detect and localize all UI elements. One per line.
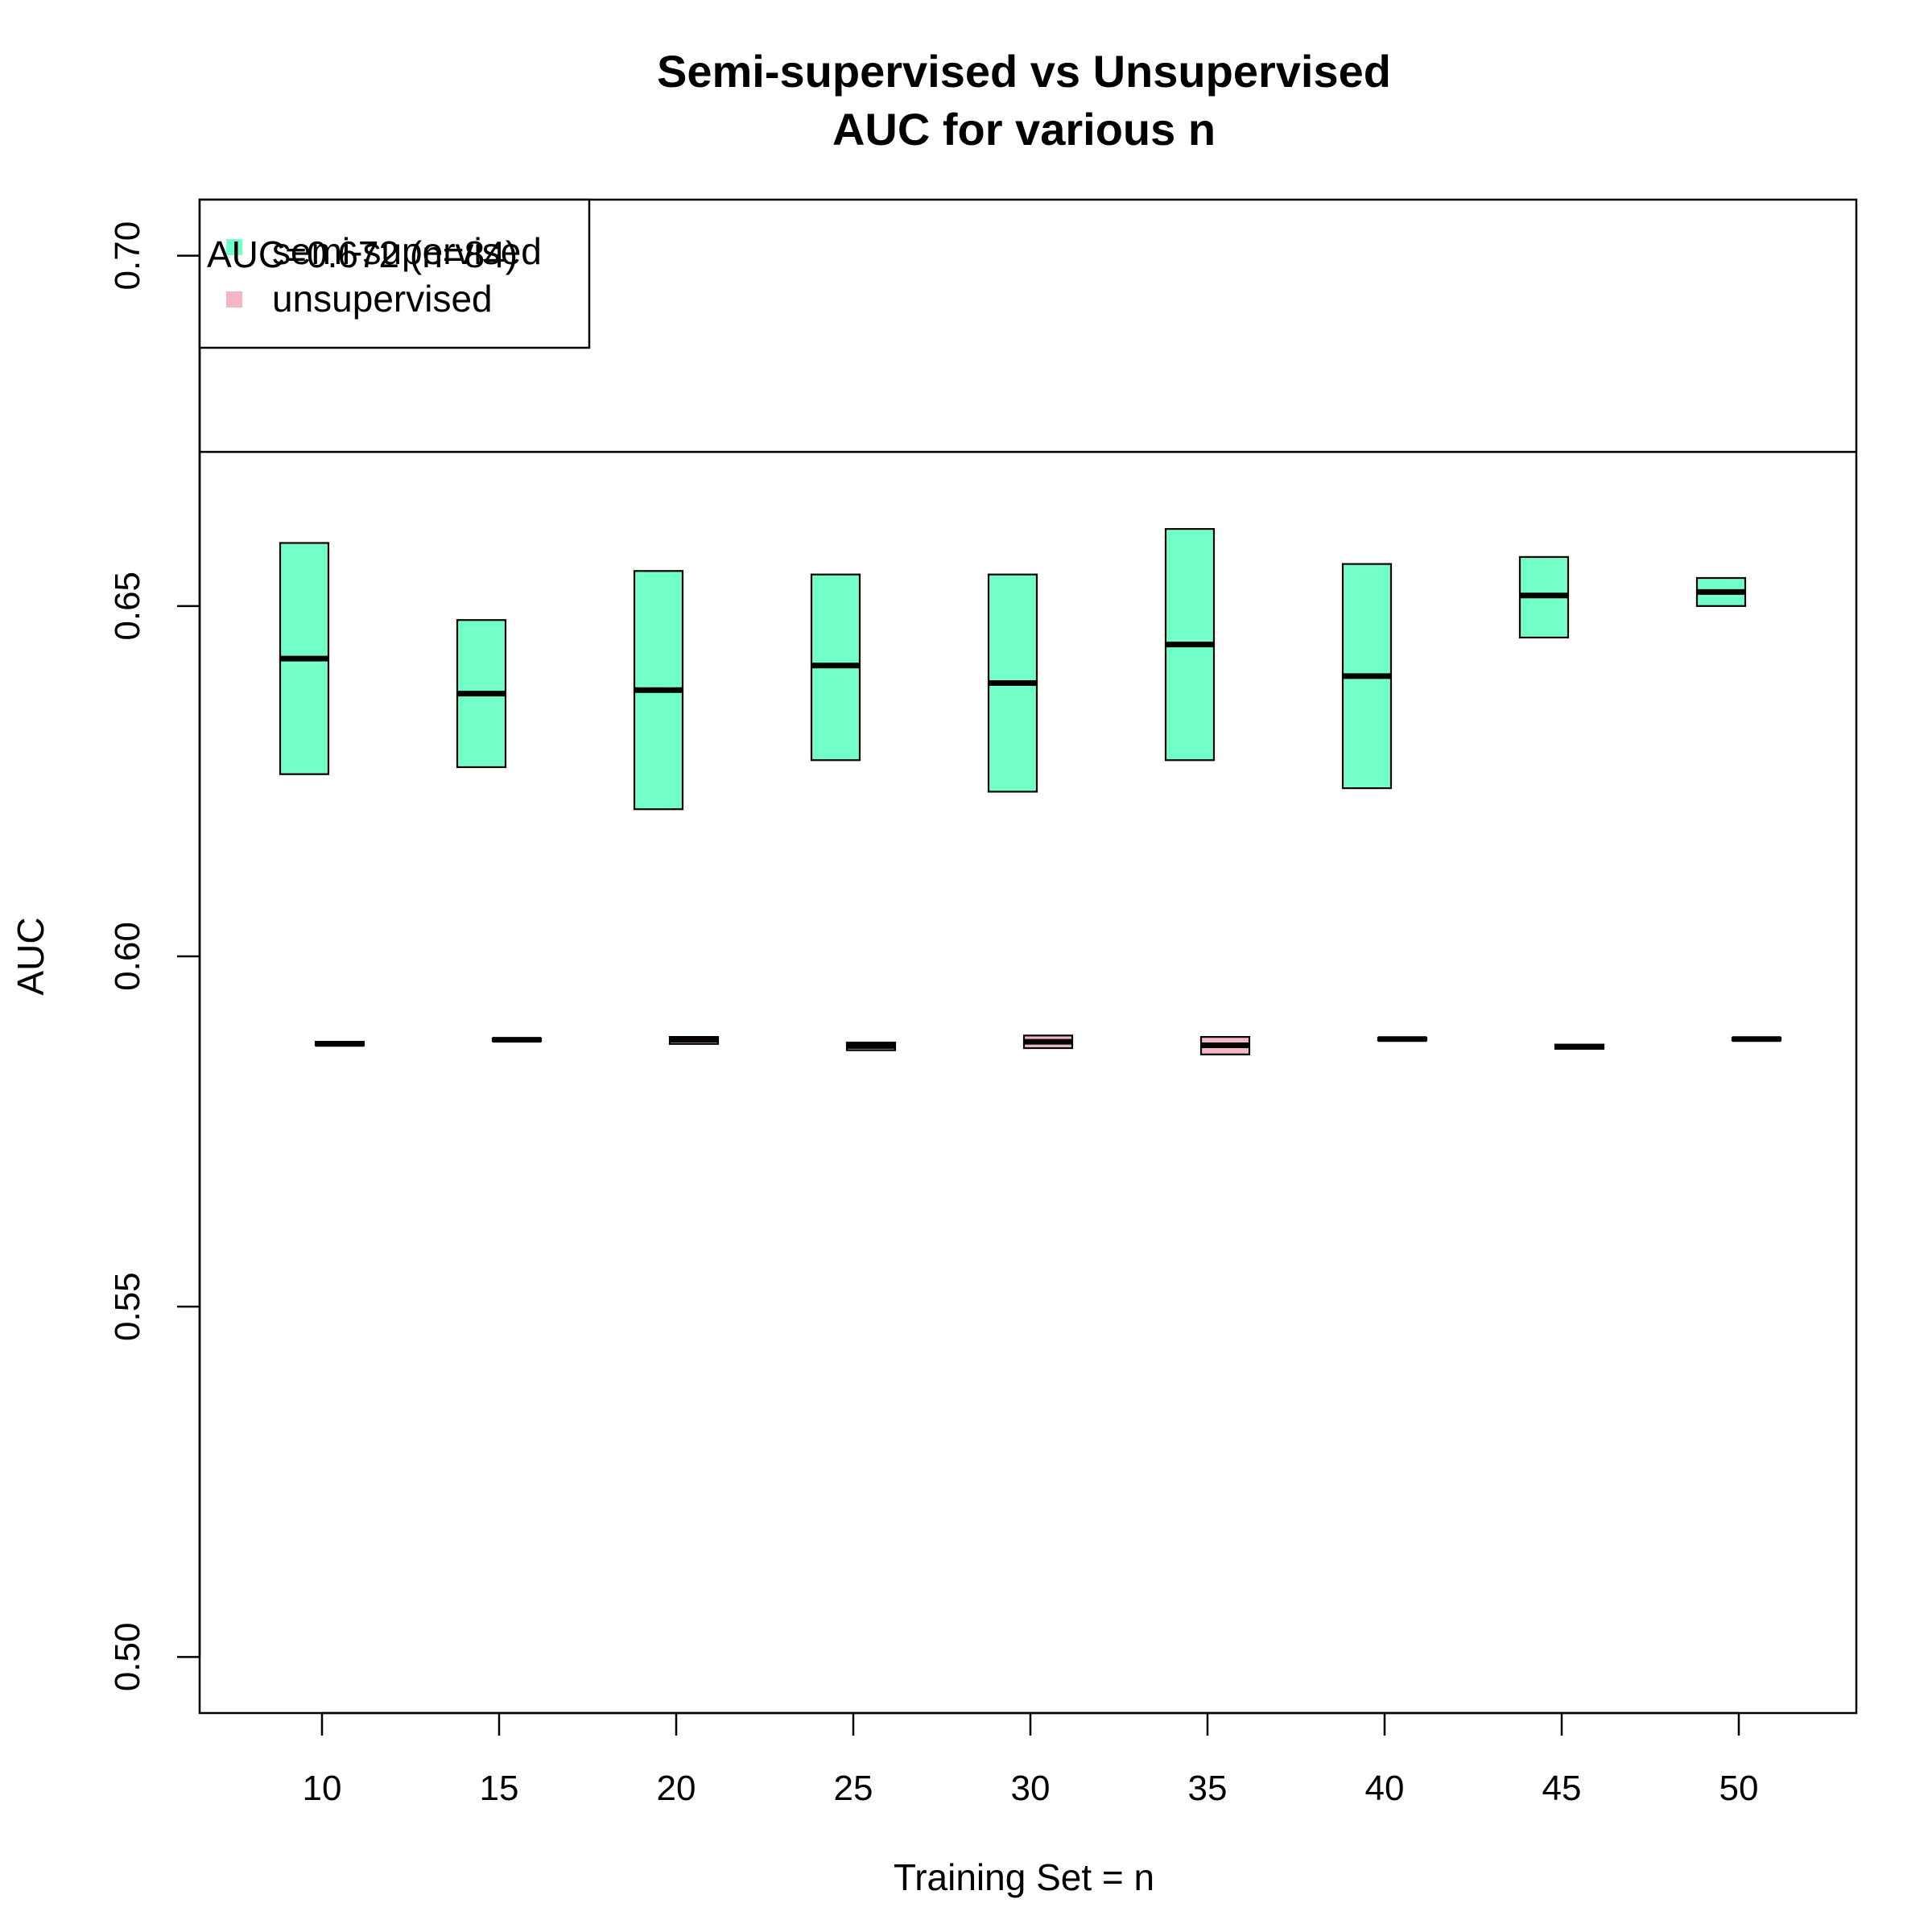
x-tick-label: 35 [1188, 1769, 1228, 1808]
x-tick-label: 40 [1365, 1769, 1405, 1808]
legend-label-semi-supervised: semi-supervised [272, 230, 542, 272]
x-tick-label: 15 [480, 1769, 519, 1808]
boxes-group [279, 527, 1782, 1055]
legend-label-unsupervised: unsupervised [272, 278, 493, 320]
y-tick-label: 0.55 [108, 1272, 147, 1341]
x-tick-label: 50 [1719, 1769, 1759, 1808]
chart-subtitle: AUC for various n [832, 104, 1216, 155]
y-tick-label: 0.60 [108, 922, 147, 991]
x-tick-label: 30 [1011, 1769, 1051, 1808]
y-tick-label: 0.70 [108, 221, 147, 291]
legend-swatch-semi-supervised [226, 239, 242, 255]
reference-line-label: AUC=0.672 (n=84) [207, 233, 518, 275]
legend-box [198, 198, 591, 349]
chart-title: Semi-supervised vs Unsupervised [657, 46, 1391, 97]
x-tick-label: 20 [657, 1769, 696, 1808]
plot-frame [198, 198, 1858, 1715]
y-tick-label: 0.65 [108, 572, 147, 641]
y-axis-label: AUC [10, 917, 52, 995]
x-axis-label: Training Set = n [894, 1856, 1154, 1898]
x-tick-label: 45 [1542, 1769, 1582, 1808]
legend-swatch-unsupervised [226, 291, 242, 308]
y-tick-label: 0.50 [108, 1623, 147, 1692]
x-tick-label: 25 [834, 1769, 873, 1808]
x-tick-label: 10 [303, 1769, 342, 1808]
legend: semi-supervised unsupervised AUC=0.672 (… [198, 198, 591, 349]
